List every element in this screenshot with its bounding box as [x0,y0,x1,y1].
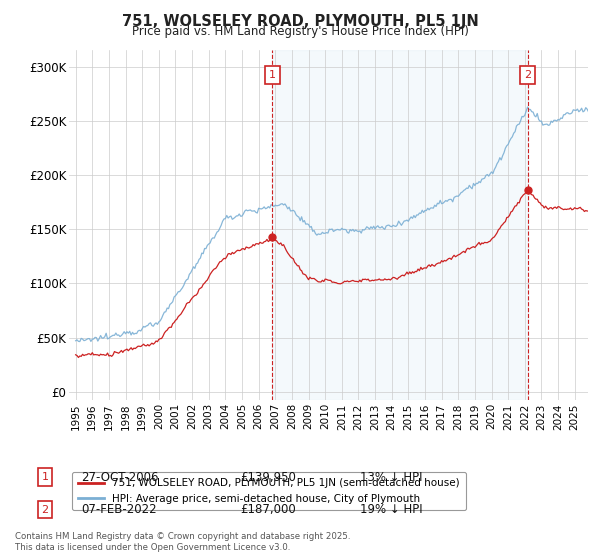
Text: 13% ↓ HPI: 13% ↓ HPI [360,470,422,484]
Text: £187,000: £187,000 [240,503,296,516]
Bar [272,50,527,400]
Text: 751, WOLSELEY ROAD, PLYMOUTH, PL5 1JN: 751, WOLSELEY ROAD, PLYMOUTH, PL5 1JN [122,14,478,29]
Text: 07-FEB-2022: 07-FEB-2022 [81,503,157,516]
Text: 19% ↓ HPI: 19% ↓ HPI [360,503,422,516]
Text: 2: 2 [524,71,531,80]
Text: Price paid vs. HM Land Registry's House Price Index (HPI): Price paid vs. HM Land Registry's House … [131,25,469,38]
Text: 27-OCT-2006: 27-OCT-2006 [81,470,158,484]
Text: £139,950: £139,950 [240,470,296,484]
Text: 2: 2 [41,505,49,515]
Text: 1: 1 [41,472,49,482]
Text: Contains HM Land Registry data © Crown copyright and database right 2025.
This d: Contains HM Land Registry data © Crown c… [15,532,350,552]
Legend: 751, WOLSELEY ROAD, PLYMOUTH, PL5 1JN (semi-detached house), HPI: Average price,: 751, WOLSELEY ROAD, PLYMOUTH, PL5 1JN (s… [71,472,466,510]
Text: 1: 1 [269,71,276,80]
